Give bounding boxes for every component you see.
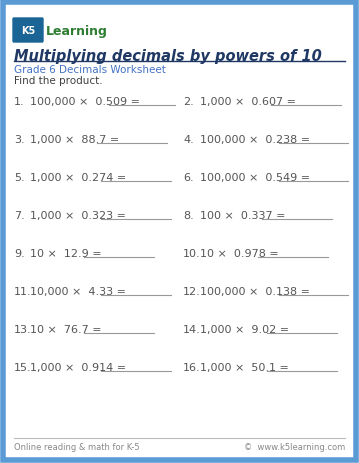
Text: 100 ×  0.337 =: 100 × 0.337 =: [200, 211, 285, 220]
Text: 10.: 10.: [183, 249, 201, 258]
Text: 10 ×  12.9 =: 10 × 12.9 =: [30, 249, 102, 258]
Text: 11.: 11.: [14, 287, 32, 296]
Text: 100,000 ×  0.549 =: 100,000 × 0.549 =: [200, 173, 310, 182]
Text: Find the product.: Find the product.: [14, 76, 103, 86]
Text: 10,000 ×  4.33 =: 10,000 × 4.33 =: [30, 287, 126, 296]
Text: K5: K5: [21, 26, 35, 36]
Text: 100,000 ×  0.238 =: 100,000 × 0.238 =: [200, 135, 310, 144]
FancyBboxPatch shape: [13, 19, 43, 43]
Text: 9.: 9.: [14, 249, 25, 258]
Text: 1,000 ×  0.274 =: 1,000 × 0.274 =: [30, 173, 126, 182]
FancyBboxPatch shape: [3, 3, 356, 460]
Text: 1.: 1.: [14, 97, 25, 107]
Text: 100,000 ×  0.509 =: 100,000 × 0.509 =: [30, 97, 140, 107]
Text: 1,000 ×  88.7 =: 1,000 × 88.7 =: [30, 135, 119, 144]
Text: 6.: 6.: [183, 173, 194, 182]
Text: 14.: 14.: [183, 324, 201, 334]
Text: 1,000 ×  0.914 =: 1,000 × 0.914 =: [30, 362, 126, 372]
Text: 15.: 15.: [14, 362, 32, 372]
Text: ©  www.k5learning.com: © www.k5learning.com: [244, 442, 345, 451]
Text: 5.: 5.: [14, 173, 25, 182]
Text: 1,000 ×  0.323 =: 1,000 × 0.323 =: [30, 211, 126, 220]
Text: Grade 6 Decimals Worksheet: Grade 6 Decimals Worksheet: [14, 65, 166, 75]
Text: 4.: 4.: [183, 135, 194, 144]
Text: 16.: 16.: [183, 362, 201, 372]
Text: 1,000 ×  50.1 =: 1,000 × 50.1 =: [200, 362, 289, 372]
Text: 3.: 3.: [14, 135, 25, 144]
Text: 8.: 8.: [183, 211, 194, 220]
Text: 12.: 12.: [183, 287, 201, 296]
Text: 10 ×  0.978 =: 10 × 0.978 =: [200, 249, 279, 258]
Text: 2.: 2.: [183, 97, 194, 107]
Text: 13.: 13.: [14, 324, 32, 334]
Text: 1,000 ×  9.02 =: 1,000 × 9.02 =: [200, 324, 289, 334]
Text: Learning: Learning: [46, 25, 108, 38]
Text: 100,000 ×  0.138 =: 100,000 × 0.138 =: [200, 287, 310, 296]
Text: Online reading & math for K-5: Online reading & math for K-5: [14, 442, 140, 451]
Text: 10 ×  76.7 =: 10 × 76.7 =: [30, 324, 102, 334]
Text: Multiplying decimals by powers of 10: Multiplying decimals by powers of 10: [14, 49, 322, 64]
Text: 7.: 7.: [14, 211, 25, 220]
Text: 1,000 ×  0.607 =: 1,000 × 0.607 =: [200, 97, 296, 107]
